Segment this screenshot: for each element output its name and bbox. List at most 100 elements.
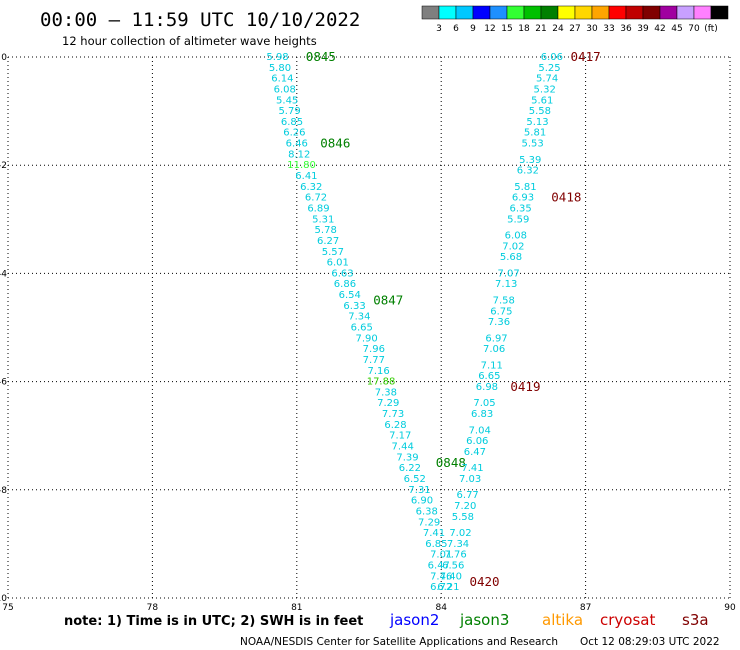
data-point-label: 6.90	[411, 496, 433, 507]
data-point-label: 6.38	[416, 506, 438, 517]
footer: note: 1) Time is in UTC; 2) SWH is in fe…	[64, 611, 720, 648]
data-point-label: 7.07	[497, 268, 519, 279]
data-point-label: 6.89	[307, 203, 329, 214]
data-point-label: 6.83	[471, 409, 493, 420]
data-point-label: 6.06	[541, 52, 563, 63]
data-point-label: 7.76	[445, 550, 467, 561]
data-point-label: 5.81	[514, 182, 536, 193]
data-point-label: 6.41	[295, 171, 317, 182]
y-tick-label: 0	[1, 53, 7, 63]
data-point-label: 7.17	[389, 431, 411, 442]
data-point-label: 6.65	[351, 323, 373, 334]
colorbar-swatch	[693, 5, 712, 20]
data-point-label: 7.96	[363, 344, 385, 355]
data-point-label: 7.02	[502, 241, 524, 252]
data-point-label: 7.34	[447, 539, 469, 550]
time-label: 0419	[510, 379, 540, 394]
colorbar-label: 18	[518, 24, 530, 34]
data-point-label: 7.04	[469, 425, 491, 436]
data-point-label: 6.32	[517, 166, 539, 177]
colorbar-swatch	[642, 5, 661, 20]
data-point-label: 6.52	[404, 474, 426, 485]
y-tick-label: -6	[0, 378, 7, 388]
time-label: 0420	[469, 574, 499, 589]
data-point-label: 5.74	[536, 74, 558, 85]
plot-area: 7578818487900-2-4-6-8-105.985.806.146.08…	[0, 49, 736, 613]
data-point-label: 7.29	[377, 398, 399, 409]
data-point-label: 5.25	[538, 63, 560, 74]
data-point-label: 5.68	[500, 252, 522, 263]
data-point-label: 5.57	[322, 247, 344, 258]
time-label: 0848	[436, 455, 466, 470]
colorbar-label: 70	[688, 24, 700, 34]
colorbar-swatch	[489, 5, 508, 20]
colorbar-label: 6	[453, 24, 459, 34]
satellite-legend-s3a: s3a	[682, 611, 709, 629]
data-point-label: 7.77	[363, 355, 385, 366]
satellite-legend-jason2: jason2	[389, 611, 439, 629]
colorbar-label: 24	[552, 24, 564, 34]
time-label: 0845	[306, 49, 336, 64]
data-point-label: 6.35	[509, 203, 531, 214]
data-point-label: 6.93	[512, 193, 534, 204]
chart-subtitle: 12 hour collection of altimeter wave hei…	[62, 34, 317, 48]
data-point-label: 7.90	[355, 333, 377, 344]
satellite-legend-cryosat: cryosat	[600, 611, 655, 629]
data-point-label: 7.38	[375, 387, 397, 398]
series-s3a: 6.065.255.745.325.615.585.135.815.535.39…	[437, 49, 600, 593]
colorbar-label: (ft)	[704, 24, 718, 34]
data-point-label: 6.28	[384, 420, 406, 431]
data-point-label: 7.39	[396, 452, 418, 463]
satellite-legend: jason2 jason3 altika cryosat s3a	[389, 611, 709, 629]
data-point-label: 6.08	[505, 231, 527, 242]
data-point-label: 7.40	[440, 571, 462, 582]
data-point-label: 5.32	[534, 84, 556, 95]
colorbar-swatch	[710, 5, 729, 20]
data-point-label: 6.75	[490, 306, 512, 317]
data-point-label: 7.03	[459, 474, 481, 485]
data-point-label: 5.53	[522, 139, 544, 150]
data-point-label: 7.13	[495, 279, 517, 290]
data-point-label: 6.65	[478, 371, 500, 382]
data-point-label: 7.05	[473, 398, 495, 409]
data-point-label: 6.86	[334, 279, 356, 290]
colorbar-label: 45	[671, 24, 682, 34]
data-point-label: 5.80	[269, 63, 291, 74]
data-point-label: 6.72	[305, 193, 327, 204]
data-point-label: 6.32	[300, 182, 322, 193]
data-point-label: 5.13	[526, 117, 548, 128]
colorbar-label: 33	[603, 24, 614, 34]
data-point-label: 5.58	[529, 106, 551, 117]
colorbar-swatch	[421, 5, 440, 20]
data-point-label: 7.02	[449, 528, 471, 539]
colorbar-label: 42	[654, 24, 665, 34]
data-point-label: 6.06	[466, 436, 488, 447]
data-point-label: 6.01	[327, 258, 349, 269]
y-tick-label: -4	[0, 269, 7, 279]
colorbar-swatch	[506, 5, 525, 20]
data-point-label: 6.54	[339, 290, 361, 301]
satellite-legend-jason3: jason3	[459, 611, 509, 629]
data-point-label: 6.08	[274, 84, 296, 95]
data-point-label: 5.81	[524, 128, 546, 139]
colorbar-label: 9	[470, 24, 476, 34]
colorbar-swatch	[523, 5, 542, 20]
data-point-label: 5.98	[266, 52, 288, 63]
time-label: 0418	[551, 190, 581, 205]
data-point-label: 6.56	[442, 561, 464, 572]
colorbar-swatch	[557, 5, 576, 20]
colorbar-swatch	[676, 5, 695, 20]
data-point-label: 6.46	[286, 139, 308, 150]
colorbar-swatch	[540, 5, 559, 20]
y-tick-label: -8	[0, 486, 7, 496]
colorbar-swatch	[574, 5, 593, 20]
data-point-label: 6.85	[425, 539, 447, 550]
colorbar-label: 3	[436, 24, 442, 34]
footer-note: note: 1) Time is in UTC; 2) SWH is in fe…	[64, 614, 363, 629]
data-point-label: 6.27	[317, 236, 339, 247]
x-tick-label: 78	[147, 603, 159, 613]
colorbar-label: 36	[620, 24, 632, 34]
data-point-label: 7.29	[418, 517, 440, 528]
data-point-label: 7.06	[483, 344, 505, 355]
